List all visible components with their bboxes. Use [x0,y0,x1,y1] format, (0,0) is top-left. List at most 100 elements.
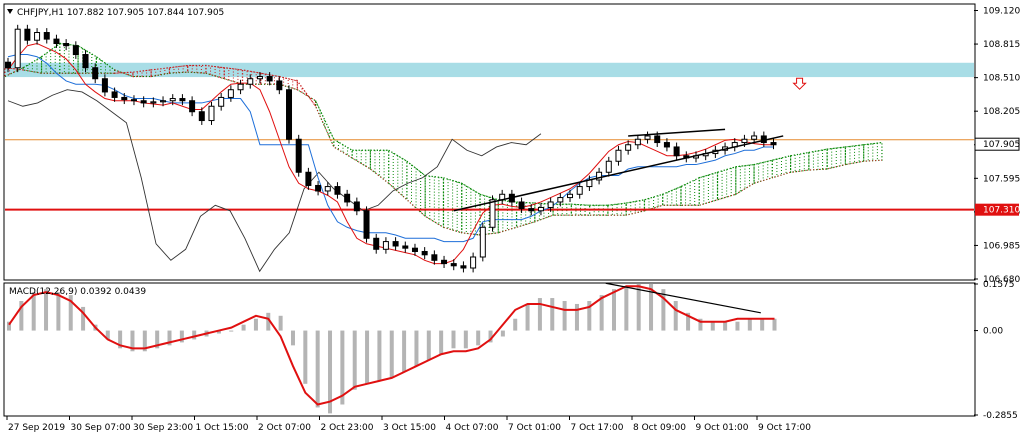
time-tick-label: 7 Oct 17:00 [571,423,624,433]
chikou-line [7,89,542,273]
macd-bar [476,330,481,346]
candle-body [111,91,118,98]
macd-bar [365,330,370,384]
candle-body [382,241,389,250]
price-tick-label: 108.205 [983,107,1020,117]
candle-body [121,96,128,101]
macd-tick-label: 0.00 [983,327,1003,337]
time-tick-label: 9 Oct 17:00 [758,423,811,433]
candle-body [43,32,50,40]
cloud-segment-down [223,67,244,86]
candle-body [82,54,89,69]
time-tick-label: 8 Oct 09:00 [633,423,686,433]
candle-body [227,89,234,98]
macd-bar [303,330,308,384]
candle-body [741,138,748,144]
candle-body [276,80,283,91]
macd-bar [735,321,740,331]
candle-body [770,142,777,146]
macd-bar [414,330,419,367]
candle-body [373,237,380,250]
macd-bar [278,315,283,331]
price-tick-label: 106.680 [983,275,1020,285]
candle-body [353,201,360,212]
time-tick-label: 2 Oct 23:00 [321,423,374,433]
candle-body [528,208,535,212]
macd-bar [599,295,604,331]
candle-body [63,43,70,47]
senkou-a-line [4,42,883,206]
cloud-segment-up [424,174,445,229]
candle-body [489,199,496,228]
macd-bar [229,330,234,332]
candle-body [644,135,651,140]
cloud-segment-down [114,69,134,78]
indicator-panel [3,282,976,417]
candle-body [431,254,438,261]
price-panel [3,3,976,281]
cloud-segment-up [497,199,518,234]
time-tick-label: 2 Oct 07:00 [258,423,311,433]
macd-bar [315,330,320,408]
macd-bar [574,303,579,331]
cloud-segment-up [314,100,335,148]
macd-bar [328,330,333,414]
time-tick-label: 3 Oct 15:00 [383,423,436,433]
macd-bar [266,312,271,331]
candle-body [421,250,428,256]
candle-body [441,259,448,265]
macd-bar [550,298,555,331]
candle-body [266,76,273,82]
macd-bar [179,330,184,343]
price-tick-label: 106.985 [983,241,1020,251]
trendline[interactable] [628,128,726,137]
candle-body [751,135,758,140]
candle-body [615,149,622,162]
cloud-segment-up [369,149,390,185]
macd-bar [290,330,295,346]
candle-body [305,171,312,186]
trendline[interactable] [453,135,784,212]
symbol-header: CHFJPY,H1 107.882 107.905 107.844 107.90… [17,8,224,18]
macd-bar [772,318,777,331]
macd-bar [216,330,221,334]
macd-bar [340,330,345,405]
candle-body [392,241,399,247]
candle-body [189,100,196,113]
cloud-segment-up [826,146,847,170]
candle-body [179,98,186,102]
candle-body [537,206,544,212]
cloud-segment-up [607,202,627,216]
candle-body [634,138,641,146]
candle-body [198,111,205,122]
support-price-label: 107.310 [983,206,1020,216]
macd-bar [402,330,407,372]
candle-body [663,142,670,148]
candle-body [130,99,137,102]
candle-body [324,186,331,192]
cloud-segment-up [351,149,371,171]
macd-bar [562,301,567,331]
cloud-segment-down [296,79,317,109]
candle-body [237,83,244,91]
candle-body [344,193,351,203]
candle-body [5,61,11,69]
macd-signal-line [8,285,775,406]
candle-body [411,247,418,252]
macd-bar [525,303,530,331]
macd-bar [500,330,505,337]
candle-body [605,160,612,173]
dropdown-arrow-icon[interactable] [7,9,13,14]
candle-body [673,146,680,157]
macd-bar [747,318,752,331]
macd-bar [760,318,765,331]
candle-body [286,89,293,140]
macd-bar [142,330,147,352]
cloud-segment-down [168,64,189,74]
macd-label: MACD(12,26,9) 0.0392 0.0439 [9,287,146,297]
cloud-segment-up [789,151,810,173]
cloud-segment-up [515,201,536,229]
macd-bar [649,283,654,331]
macd-trendline[interactable] [605,282,761,314]
candle-body [53,38,60,45]
